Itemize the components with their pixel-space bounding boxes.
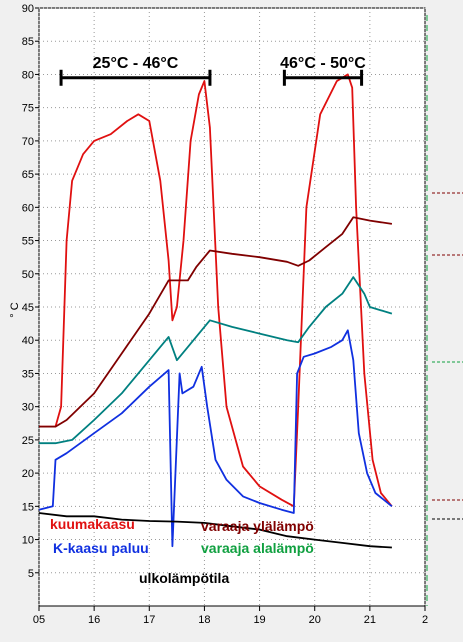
x-axis-ticks: 05 16 17 18 19 20 21 2 [33, 606, 428, 626]
x-tick-label: 18 [198, 614, 210, 626]
y-tick-label: 5 [28, 568, 34, 580]
y-tick-label: 55 [22, 236, 34, 248]
x-tick-label: 2 [422, 614, 428, 626]
y-tick-label: 25 [22, 435, 34, 447]
x-tick-label: 20 [309, 614, 321, 626]
y-tick-label: 65 [22, 169, 34, 181]
y-tick-label: 75 [22, 103, 34, 115]
series-line-varaaja-alal-mp- [39, 276, 393, 445]
x-tick-label: 16 [88, 614, 100, 626]
y-tick-label: 40 [22, 335, 34, 347]
right-side-markers [426, 15, 463, 606]
series-group [38, 73, 393, 549]
y-axis-label: ° C [9, 302, 21, 317]
legend-ulkolampotila: ulkolämpötila [139, 570, 229, 586]
legend-k-kaasu-paluu: K-kaasu paluu [53, 540, 149, 556]
grid [38, 7, 426, 606]
y-tick-label: 85 [22, 36, 34, 48]
legend-varaaja-ylalampo: varaaja ylälämpö [201, 518, 314, 534]
y-tick-label: 35 [22, 368, 34, 380]
y-tick-label: 45 [22, 302, 34, 314]
y-axis-ticks: 5 10 15 20 25 30 35 40 45 50 55 60 65 70 75 80 85 90 [22, 3, 39, 580]
y-tick-label: 70 [22, 136, 34, 148]
legend: kuumakaasu varaaja ylälämpö K-kaasu palu… [50, 516, 314, 586]
legend-kuumakaasu: kuumakaasu [50, 516, 135, 532]
y-tick-label: 80 [22, 69, 34, 81]
x-tick-label: 05 [33, 614, 45, 626]
series-line-kuumakaasu [39, 73, 393, 508]
range-label: 25°C - 46°C [93, 55, 179, 72]
y-tick-label: 50 [22, 269, 34, 281]
range-label: 46°C - 50°C [280, 55, 366, 72]
series-line-ulkol-mp-tila [38, 512, 392, 549]
series-line-k-kaasu-paluu [38, 329, 393, 548]
annotations: 25°C - 46°C 46°C - 50°C [59, 55, 366, 86]
legend-varaaja-alalampo: varaaja alalämpö [201, 540, 314, 556]
series-line-varaaja-yl-l-mp- [39, 216, 393, 428]
y-tick-label: 15 [22, 501, 34, 513]
y-tick-label: 10 [22, 535, 34, 547]
y-tick-label: 60 [22, 202, 34, 214]
y-tick-label: 20 [22, 468, 34, 480]
x-tick-label: 19 [253, 614, 265, 626]
y-tick-label: 30 [22, 402, 34, 414]
y-tick-label: 90 [22, 3, 34, 15]
x-tick-label: 21 [364, 614, 376, 626]
x-tick-label: 17 [143, 614, 155, 626]
